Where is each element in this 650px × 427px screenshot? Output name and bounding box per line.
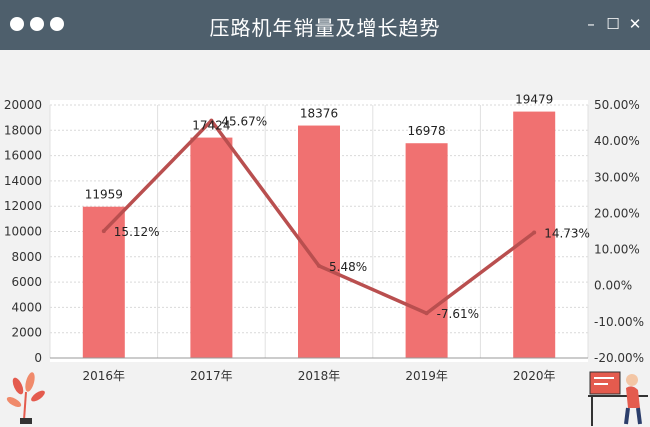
x-tick-label: 2019年 (405, 369, 448, 383)
dot-icon[interactable] (50, 17, 64, 31)
growth-point (424, 311, 429, 316)
dot-icon[interactable] (30, 17, 44, 31)
bar (405, 143, 448, 358)
bar-value-label: 16978 (408, 124, 446, 138)
x-tick-label: 2020年 (513, 369, 556, 383)
y-left-tick-label: 20000 (4, 98, 42, 112)
title-bar: 压路机年销量及增长趋势 – ☐ ✕ (0, 0, 650, 50)
minimize-icon[interactable]: – (587, 15, 595, 33)
y-left-tick-label: 10000 (4, 225, 42, 239)
y-left-tick-label: 0 (34, 351, 42, 365)
person-at-desk-decoration-icon (588, 371, 648, 426)
y-left-tick-label: 8000 (11, 250, 42, 264)
maximize-icon[interactable]: ☐ (606, 15, 620, 33)
bar-value-label: 17424 (192, 119, 230, 133)
window-controls: – ☐ ✕ (584, 15, 642, 33)
x-tick-label: 2016年 (83, 369, 126, 383)
growth-value-label: -7.61% (437, 307, 479, 321)
growth-point (209, 118, 214, 123)
window-dots (10, 17, 64, 31)
growth-point (317, 263, 321, 268)
y-left-tick-label: 2000 (11, 326, 42, 340)
growth-value-label: 15.12% (114, 225, 160, 239)
growth-value-label: 45.67% (221, 115, 267, 129)
y-right-tick-label: 50.00% (594, 98, 640, 112)
y-right-tick-label: -10.00% (594, 315, 644, 329)
bar (513, 111, 556, 358)
y-right-tick-label: 40.00% (594, 134, 640, 148)
y-right-tick-label: 30.00% (594, 170, 640, 184)
y-left-tick-label: 4000 (11, 300, 42, 314)
plant-decoration-icon (6, 372, 45, 424)
growth-point (101, 229, 106, 234)
bar-value-label: 19479 (515, 93, 553, 107)
y-right-tick-label: -20.00% (594, 351, 644, 365)
bar (298, 125, 340, 358)
growth-value-label: 14.73% (544, 226, 590, 240)
y-left-tick-label: 16000 (4, 149, 42, 163)
y-left-tick-label: 6000 (11, 275, 42, 289)
close-icon[interactable]: ✕ (628, 15, 642, 33)
bar (190, 137, 233, 358)
x-tick-label: 2017年 (190, 369, 233, 383)
bar-value-label: 11959 (85, 188, 123, 202)
growth-point (532, 230, 537, 235)
dot-icon[interactable] (10, 17, 24, 31)
y-left-tick-label: 14000 (4, 174, 42, 188)
y-left-tick-label: 12000 (4, 199, 42, 213)
y-left-tick-label: 18000 (4, 123, 42, 137)
x-tick-label: 2018年 (298, 369, 341, 383)
bar-value-label: 18376 (300, 107, 338, 121)
y-right-tick-label: 10.00% (594, 243, 640, 257)
y-right-tick-label: 20.00% (594, 206, 640, 220)
growth-value-label: 5.48% (329, 260, 367, 274)
window-title: 压路机年销量及增长趋势 (209, 16, 441, 40)
y-right-tick-label: 0.00% (594, 279, 632, 293)
